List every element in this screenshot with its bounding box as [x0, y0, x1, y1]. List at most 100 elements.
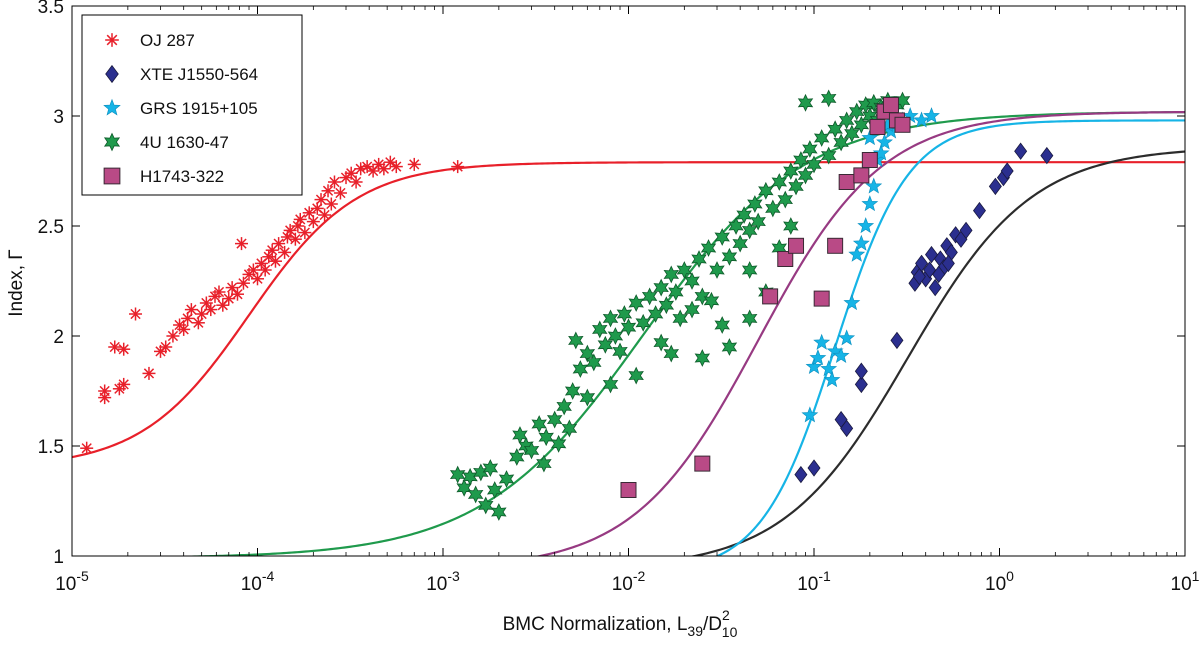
data-point — [741, 261, 758, 279]
data-point — [700, 239, 717, 257]
data-point — [204, 303, 218, 317]
data-point — [941, 254, 955, 273]
ticks-layer — [71, 5, 1186, 557]
data-point — [869, 119, 886, 135]
data-point — [923, 107, 940, 124]
x-tick-label: 10-1 — [797, 568, 831, 595]
data-point — [882, 97, 899, 113]
legend-label: 4U 1630-47 — [140, 133, 229, 152]
data-point — [333, 186, 347, 200]
data-point — [556, 397, 572, 416]
data-point — [838, 111, 855, 130]
data-point — [820, 360, 838, 377]
data-point — [832, 346, 850, 363]
x-axis-label-main: BMC Normalization, L — [503, 614, 688, 635]
data-point — [676, 261, 693, 279]
data-point — [546, 410, 563, 429]
x-axis-label-slash: /D — [703, 614, 722, 635]
data-point — [823, 371, 841, 388]
data-point — [306, 215, 320, 229]
data-point — [184, 303, 198, 317]
data-point — [523, 441, 540, 460]
data-point — [852, 234, 870, 251]
data-point — [861, 195, 879, 212]
data-point — [684, 272, 700, 290]
data-point — [807, 459, 821, 477]
data-point — [762, 288, 779, 305]
legend-entry: XTE J1550-564 — [105, 64, 258, 84]
data-point — [805, 357, 823, 374]
x-axis-label: BMC Normalization, L39/D2 10 — [503, 607, 738, 640]
legend-label: H1743-322 — [140, 167, 224, 186]
legend-entry: OJ 287 — [105, 31, 195, 50]
data-point — [827, 120, 843, 139]
data-point — [212, 285, 226, 299]
legend: OJ 287 XTE J1550-564 GRS 1915+105 4U 1630-4… — [81, 14, 303, 196]
legend-marker — [103, 132, 121, 152]
data-point — [750, 212, 766, 231]
x-tick-label: 10-5 — [55, 568, 89, 595]
data-point — [314, 193, 328, 207]
series-h1743-322 — [620, 97, 911, 498]
data-point — [788, 177, 804, 196]
data-point — [324, 197, 338, 211]
legend-label: OJ 287 — [140, 31, 195, 50]
data-point — [607, 327, 624, 345]
data-point — [561, 419, 578, 438]
data-point — [758, 181, 774, 200]
data-point — [721, 338, 738, 356]
data-point — [327, 175, 341, 189]
data-point — [703, 291, 720, 310]
data-point — [572, 360, 589, 378]
data-point — [538, 428, 554, 447]
data-point — [857, 217, 875, 234]
data-point — [932, 265, 946, 284]
data-point — [861, 152, 878, 168]
data-point — [635, 313, 651, 332]
data-point — [813, 129, 830, 147]
data-point — [988, 177, 1002, 196]
data-point — [797, 166, 814, 185]
data-point — [602, 375, 619, 394]
data-point — [579, 344, 596, 363]
data-point — [694, 455, 711, 472]
data-point — [783, 217, 799, 235]
data-point — [592, 320, 608, 339]
y-tick-label: 2.5 — [38, 217, 64, 238]
legend-entries: OJ 287 XTE J1550-564 GRS 1915+105 4U 1630-4… — [103, 31, 258, 186]
x-tick-label: 101 — [1171, 568, 1200, 595]
fit-curve-2 — [689, 150, 1185, 556]
legend-entry: H1743-322 — [103, 167, 224, 186]
data-point — [586, 353, 602, 372]
data-point — [813, 333, 831, 350]
data-point — [142, 366, 156, 380]
legend-entry: GRS 1915+105 — [103, 98, 258, 118]
data-point — [797, 93, 814, 112]
data-point — [80, 441, 94, 455]
y-tick-label: 3 — [53, 107, 64, 128]
data-point — [251, 272, 264, 286]
data-point — [117, 342, 131, 356]
data-point — [872, 144, 890, 161]
data-point — [876, 133, 893, 150]
data-point — [318, 208, 332, 222]
legend-marker — [105, 64, 119, 84]
data-point — [959, 221, 973, 240]
data-point — [491, 503, 507, 521]
series-4u-1630-47 — [449, 89, 911, 521]
data-point — [714, 228, 730, 246]
data-point — [199, 296, 213, 310]
data-point — [449, 465, 466, 484]
data-point — [407, 157, 421, 171]
data-point — [809, 349, 827, 366]
data-point — [288, 232, 302, 246]
y-tick-label: 2 — [53, 327, 64, 348]
data-point — [913, 111, 930, 128]
data-point — [478, 496, 494, 515]
data-point — [736, 206, 752, 224]
data-point — [620, 482, 637, 498]
data-point — [844, 124, 860, 143]
data-point — [694, 349, 711, 367]
data-point — [663, 344, 679, 363]
data-point — [865, 177, 883, 194]
